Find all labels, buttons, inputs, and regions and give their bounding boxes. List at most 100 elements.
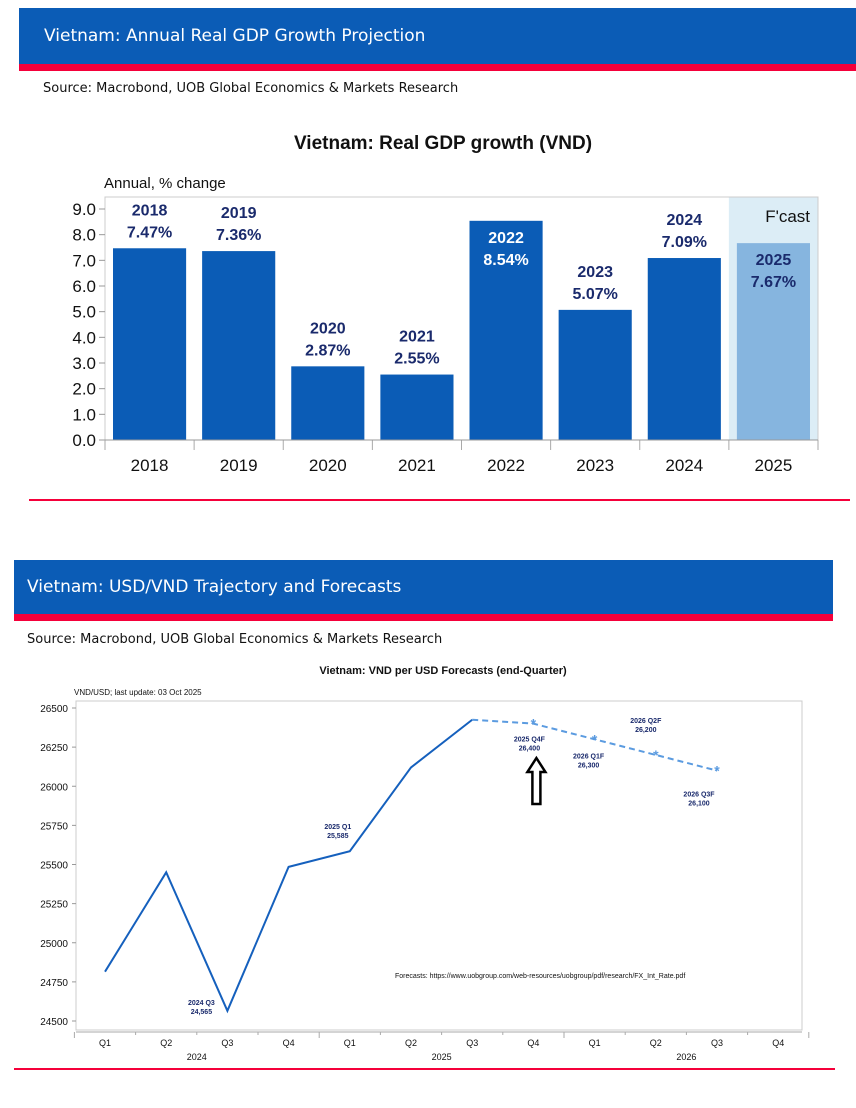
gdp-chart-title: Vietnam: Real GDP growth (VND) [293,133,593,154]
y-tick-label: 2.0 [72,380,96,399]
x-year-label: 2024 [187,1052,207,1062]
x-tick-label: 2019 [220,456,258,475]
data-annotation: 24,565 [191,1009,213,1016]
x-tick-label: 2020 [309,456,347,475]
y-tick-label: 26250 [40,743,68,754]
y-tick-label: 6.0 [72,277,96,296]
data-annotation: 25,585 [327,833,349,840]
x-tick-label: 2023 [576,456,614,475]
x-year-label: 2026 [676,1052,696,1062]
x-tick-label: 2025 [755,456,793,475]
x-tick-label: 2018 [131,456,169,475]
data-label-value: 7.36% [216,227,261,244]
x-tick-label: Q1 [344,1038,356,1048]
data-label-year: 2022 [488,230,524,247]
actual-line [104,718,473,1014]
data-annotation: 2025 Q4F [514,737,546,744]
y-tick-label: 5.0 [72,303,96,322]
data-label-year: 2021 [399,329,435,346]
data-annotation: 2026 Q3F [683,792,715,799]
y-tick-label: 3.0 [72,354,96,373]
forecast-line [472,718,718,772]
fx-y-label: VND/USD; last update: 03 Oct 2025 [74,688,202,697]
y-tick-label: 4.0 [72,328,96,347]
data-label-year: 2025 [756,252,792,269]
x-tick-label: Q3 [466,1038,478,1048]
x-tick-label: Q3 [221,1038,233,1048]
y-tick-label: 25750 [40,821,68,832]
forecast-marker: * [531,716,537,732]
bar-2021 [380,374,454,440]
forecast-label: F'cast [765,207,810,226]
data-label-value: 8.54% [483,252,528,269]
y-tick-label: 25000 [40,939,68,950]
x-tick-label: Q3 [711,1038,723,1048]
forecast-marker: * [653,747,659,763]
gdp-bar-chart: F'cast 0.0 1.0 2.0 3.0 4.0 5.0 6.0 7.0 8.0 9.0 2018… [72,196,819,475]
divider [29,499,850,501]
data-label-value: 5.07% [573,286,618,303]
y-tick-label: 7.0 [72,251,96,270]
forecast-marker: * [714,763,720,779]
x-tick-label: Q2 [650,1038,662,1048]
data-label-value: 2.87% [305,342,350,359]
data-label-year: 2018 [132,202,168,219]
bar-2019 [202,251,276,440]
fx-chart-title: Vietnam: VND per USD Forecasts (end-Quar… [319,665,567,677]
x-tick-label: Q2 [405,1038,417,1048]
y-tick-label: 9.0 [72,200,96,219]
bar-2025 [736,243,810,440]
y-tick-label: 8.0 [72,226,96,245]
x-tick-label: Q4 [283,1038,295,1048]
y-tick-label: 26000 [40,782,68,793]
fx-forecast-note: Forecasts: https://www.uobgroup.com/web-… [395,973,686,980]
bar-2018 [113,248,187,440]
data-annotation: 2024 Q3 [188,1000,215,1007]
x-tick-label: Q1 [589,1038,601,1048]
data-label-value: 7.47% [127,224,172,241]
forecast-marker: * [592,731,598,747]
data-annotation: 26,300 [578,762,600,769]
gdp-section-header: Vietnam: Annual Real GDP Growth Projecti… [19,8,856,71]
fx-section-header: Vietnam: USD/VND Trajectory and Forecast… [14,560,833,621]
y-tick-label: 24500 [40,1017,68,1028]
bar-2023 [558,309,632,440]
y-tick-label: 24750 [40,978,68,989]
data-label-year: 2023 [577,264,613,281]
bar-2024 [647,258,721,440]
data-annotation: 26,400 [519,746,541,753]
up-arrow-icon [525,755,548,806]
x-year-label: 2025 [432,1052,452,1062]
x-tick-label: Q4 [772,1038,784,1048]
data-annotation: 26,200 [635,727,657,734]
data-label-year: 2024 [667,212,703,229]
x-tick-label: 2021 [398,456,436,475]
y-tick-label: 25500 [40,861,68,872]
divider [14,1068,835,1070]
y-tick-label: 0.0 [72,431,96,450]
x-tick-label: 2024 [665,456,703,475]
data-label-value: 7.09% [662,234,707,251]
data-annotation: 26,100 [688,801,710,808]
y-tick-label: 26500 [40,704,68,715]
gdp-source: Source: Macrobond, UOB Global Economics … [43,81,459,96]
data-label-value: 2.55% [394,351,439,368]
y-tick-label: 1.0 [72,405,96,424]
gdp-y-label: Annual, % change [104,175,226,192]
bar-2020 [291,366,365,440]
data-annotation: 2026 Q1F [573,753,605,760]
bar-2022 [469,220,543,440]
data-label-value: 7.67% [751,274,796,291]
fx-source: Source: Macrobond, UOB Global Economics … [27,632,443,647]
gdp-section-title: Vietnam: Annual Real GDP Growth Projecti… [44,26,426,46]
fx-section-title: Vietnam: USD/VND Trajectory and Forecast… [27,577,402,597]
data-label-year: 2020 [310,320,346,337]
x-tick-label: Q2 [160,1038,172,1048]
x-tick-label: Q4 [527,1038,539,1048]
y-tick-label: 25250 [40,900,68,911]
data-annotation: 2026 Q2F [630,718,662,725]
data-annotation: 2025 Q1 [324,824,351,831]
data-label-year: 2019 [221,205,257,222]
x-tick-label: 2022 [487,456,525,475]
x-tick-label: Q1 [99,1038,111,1048]
